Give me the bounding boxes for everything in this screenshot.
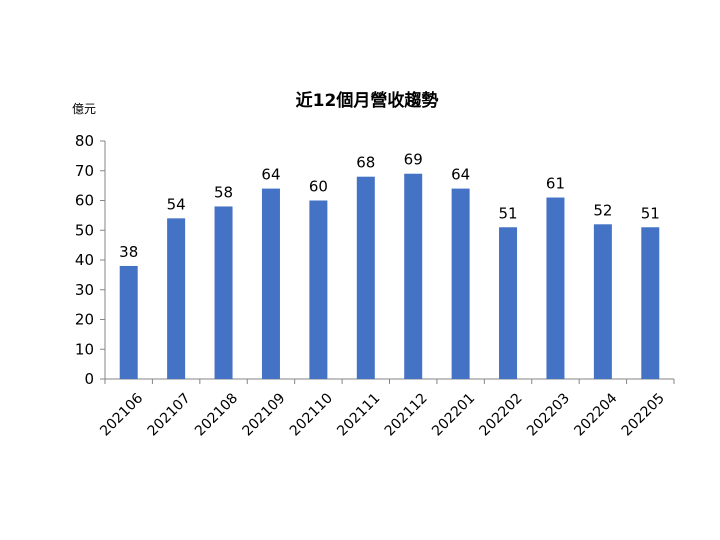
bar-202201 <box>451 188 470 379</box>
y-tick-label: 40 <box>75 251 94 269</box>
x-tick-label-202107: 202107 <box>145 390 194 439</box>
y-axis: 0 10 20 30 40 50 60 70 80 <box>75 132 106 388</box>
x-tick-label-202106: 202106 <box>97 390 146 439</box>
data-label-202205: 51 <box>641 204 660 222</box>
y-tick-label: 80 <box>75 132 94 150</box>
y-tick-label: 60 <box>75 192 94 210</box>
y-tick-label: 70 <box>75 162 94 180</box>
data-label-202201: 64 <box>451 166 470 184</box>
x-tick-label-202201: 202201 <box>429 390 478 439</box>
bar-202205 <box>641 227 660 379</box>
y-tick-label: 20 <box>75 311 94 329</box>
data-label-202202: 51 <box>498 204 517 222</box>
data-labels: 38 54 58 64 60 68 69 64 51 61 52 51 <box>119 151 660 261</box>
y-tick-label: 50 <box>75 221 94 239</box>
x-tick-label-202110: 202110 <box>287 390 336 439</box>
x-axis: 2021062021072021082021092021102021112021… <box>97 378 675 439</box>
data-label-202107: 54 <box>167 195 186 213</box>
y-tick-label: 10 <box>75 340 94 358</box>
bars <box>119 173 660 379</box>
data-label-202110: 60 <box>309 178 328 196</box>
data-label-202111: 68 <box>356 154 375 172</box>
data-label-202106: 38 <box>119 243 138 261</box>
chart-title: 近12個月營收趨勢 <box>296 90 439 111</box>
data-label-202204: 52 <box>593 201 612 219</box>
x-tick-label-202204: 202204 <box>571 390 620 439</box>
x-tick-label-202112: 202112 <box>382 390 431 439</box>
bar-202112 <box>404 173 423 379</box>
bar-202202 <box>499 227 518 379</box>
x-tick-label-202203: 202203 <box>524 390 573 439</box>
x-tick-label-202205: 202205 <box>619 390 668 439</box>
y-tick-label: 0 <box>84 370 94 388</box>
x-tick-label-202202: 202202 <box>477 390 526 439</box>
bar-202107 <box>167 218 186 379</box>
bar-202109 <box>261 188 280 379</box>
x-tick-label-202111: 202111 <box>334 390 383 439</box>
bar-202111 <box>356 176 375 379</box>
data-label-202112: 69 <box>404 151 423 169</box>
bar-202203 <box>546 197 565 379</box>
bar-202110 <box>309 200 328 379</box>
data-label-202109: 64 <box>261 166 280 184</box>
y-axis-unit-label: 億元 <box>72 102 96 116</box>
data-label-202203: 61 <box>546 175 565 193</box>
bar-202108 <box>214 206 233 379</box>
x-tick-label-202108: 202108 <box>192 390 241 439</box>
x-tick-label-202109: 202109 <box>239 390 288 439</box>
y-tick-label: 30 <box>75 281 94 299</box>
bar-202204 <box>593 224 612 379</box>
data-label-202108: 58 <box>214 183 233 201</box>
bar-202106 <box>119 265 138 379</box>
